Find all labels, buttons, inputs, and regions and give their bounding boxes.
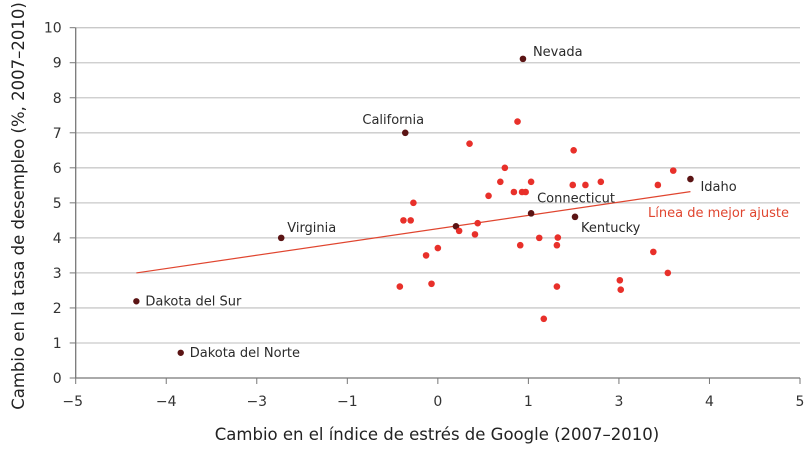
data-point [514,118,521,125]
data-point-virginia [277,234,285,242]
y-tick-label: 3 [53,266,62,282]
x-tick-label: 0 [433,394,442,410]
x-tick-label: −3 [246,394,267,410]
data-point [669,167,677,174]
data-point [664,269,672,277]
data-point [650,248,657,256]
data-point [510,188,518,196]
data-point [400,217,407,224]
axes [69,27,801,384]
x-tick-label: 3 [614,394,623,410]
data-point [410,199,417,207]
x-tick-label: −4 [156,394,177,410]
data-point-kentucky [571,213,579,221]
y-tick-label: 7 [53,126,62,142]
data-point [497,178,504,186]
y-tick-label: 2 [53,301,62,317]
data-point-california [401,129,409,137]
point-label: Idaho [700,180,736,195]
point-label: Virginia [287,221,336,236]
data-point [535,234,543,242]
data-point [617,286,625,294]
data-point [570,147,577,154]
data-point [516,241,524,249]
data-point [597,178,605,186]
data-point-nevada [519,55,527,63]
gridlines [75,27,800,344]
x-axis-title: Cambio en el índice de estrés de Google … [215,425,659,444]
point-label: Kentucky [581,221,641,236]
y-tick-label: 5 [53,196,62,212]
x-tick-label: −1 [337,394,358,410]
data-point [527,178,535,186]
data-point-dakota-del-norte [177,349,184,356]
data-point [654,181,662,189]
data-point [616,276,624,284]
y-tick-label: 8 [53,91,62,107]
x-tick-label: −5 [62,394,83,410]
data-point-idaho [687,175,694,183]
y-tick-label: 9 [53,56,62,72]
data-point [434,244,442,252]
data-point [428,280,435,288]
data-point [553,241,561,249]
data-point [396,283,404,290]
data-point [471,231,479,238]
data-points: Nevada California Virginia Dakota del Sur Da… [133,45,737,361]
data-point-connecticut [527,210,535,217]
x-tick-label: 4 [705,394,714,410]
fit-line-label: Línea de mejor ajuste [648,206,789,221]
data-point [553,283,561,290]
y-tick-label: 0 [53,371,62,387]
x-tick-label: 5 [796,394,805,410]
point-label: Connecticut [537,191,615,206]
x-tick-label: 1 [524,394,533,410]
data-point [455,227,463,235]
data-point [554,234,562,241]
y-tick-label: 6 [53,161,62,177]
data-point [540,315,548,323]
data-point [474,219,481,227]
data-point [422,252,430,259]
y-axis-title: Cambio en la tasa de desempleo (%, 2007–… [9,2,28,410]
point-label: California [362,113,424,128]
fit-line [136,191,691,274]
data-point [569,181,577,189]
y-tick-label: 1 [53,336,62,352]
point-label: Dakota del Sur [145,294,242,309]
data-point [501,164,509,172]
y-tick-label: 4 [53,231,62,247]
data-point [485,192,492,200]
y-tick-label: 10 [44,21,62,37]
point-label: Nevada [533,45,583,60]
data-point [466,140,473,147]
data-point [407,217,414,224]
data-point [522,188,529,196]
data-point [582,181,589,189]
tick-labels: 0 1 2 3 4 5 6 7 8 9 10 −5 −4 −3 −1 0 1 3 4 5 [44,21,805,410]
data-point-dakota-del-sur [133,298,140,305]
point-label: Dakota del Norte [190,346,300,361]
